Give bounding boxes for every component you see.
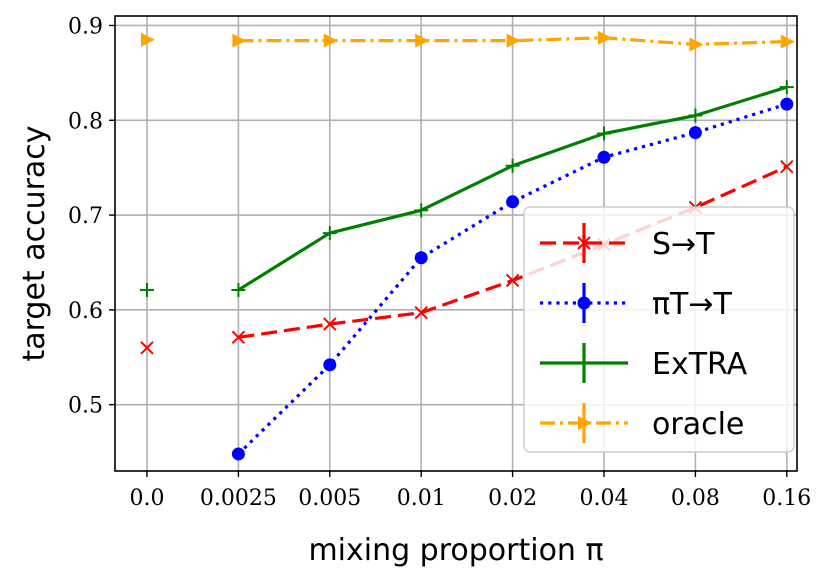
data-point [231, 330, 246, 345]
axis-ticks: 0.0 0.0025 0.005 0.01 0.02 0.04 0.08 0.16 0.5 0.6… [68, 14, 811, 511]
data-point [506, 33, 521, 48]
data-point [779, 80, 794, 95]
y-axis-label: target accuracy [17, 125, 52, 361]
data-point [688, 108, 703, 123]
data-point [323, 33, 338, 48]
data-point [322, 226, 337, 241]
series-πT→T [231, 97, 794, 461]
x-tick-label: 0.04 [580, 486, 629, 511]
data-point [598, 30, 612, 45]
data-point [141, 32, 155, 47]
legend-entry: ExTRA [540, 343, 748, 383]
legend-label: πT→T [652, 287, 733, 322]
data-point [780, 97, 794, 111]
data-point [414, 203, 429, 218]
data-point [140, 282, 154, 297]
legend-label: ExTRA [652, 347, 748, 382]
legend-entry: oracle [540, 403, 744, 443]
x-tick-label: 0.16 [762, 486, 811, 511]
y-tick-label: 0.8 [68, 109, 103, 134]
legend-marker [577, 356, 591, 370]
x-tick-label: 0.0 [130, 486, 165, 511]
series-ExTRA [140, 80, 794, 297]
data-point [323, 358, 337, 372]
data-point [140, 341, 154, 355]
data-point [414, 305, 428, 320]
data-point [414, 251, 428, 265]
data-point [597, 150, 611, 164]
legend-marker [577, 296, 591, 310]
x-axis-label: mixing proportion π [308, 533, 603, 568]
data-point [780, 34, 795, 49]
data-point [231, 447, 245, 461]
legend: S→T πT→T ExTRA oracle [523, 206, 795, 453]
x-tick-label: 0.01 [397, 486, 446, 511]
data-point [780, 160, 794, 174]
data-point [597, 126, 611, 141]
data-point [231, 282, 246, 297]
x-tick-label: 0.02 [488, 486, 537, 511]
legend-entry: S→T [540, 223, 715, 263]
legend-marker [577, 236, 591, 250]
data-point [505, 158, 520, 173]
x-tick-label: 0.0025 [200, 486, 277, 511]
data-point [689, 37, 704, 52]
series-oracle [141, 30, 795, 52]
series-layer [140, 30, 795, 461]
y-tick-label: 0.7 [68, 204, 103, 229]
y-tick-label: 0.9 [68, 14, 103, 39]
legend-marker [578, 416, 592, 430]
legend-box [523, 206, 795, 453]
y-tick-label: 0.5 [68, 394, 103, 419]
data-point [506, 195, 520, 209]
data-point [415, 33, 430, 48]
legend-entry: πT→T [540, 283, 733, 323]
y-tick-label: 0.6 [68, 299, 103, 324]
x-tick-label: 0.005 [298, 486, 361, 511]
plot-frame [114, 15, 798, 472]
data-point [323, 317, 337, 331]
data-point [232, 33, 247, 48]
data-point [505, 273, 520, 288]
legend-label: oracle [652, 407, 744, 442]
legend-label: S→T [652, 227, 715, 262]
data-point [688, 126, 702, 140]
x-tick-label: 0.08 [671, 486, 720, 511]
